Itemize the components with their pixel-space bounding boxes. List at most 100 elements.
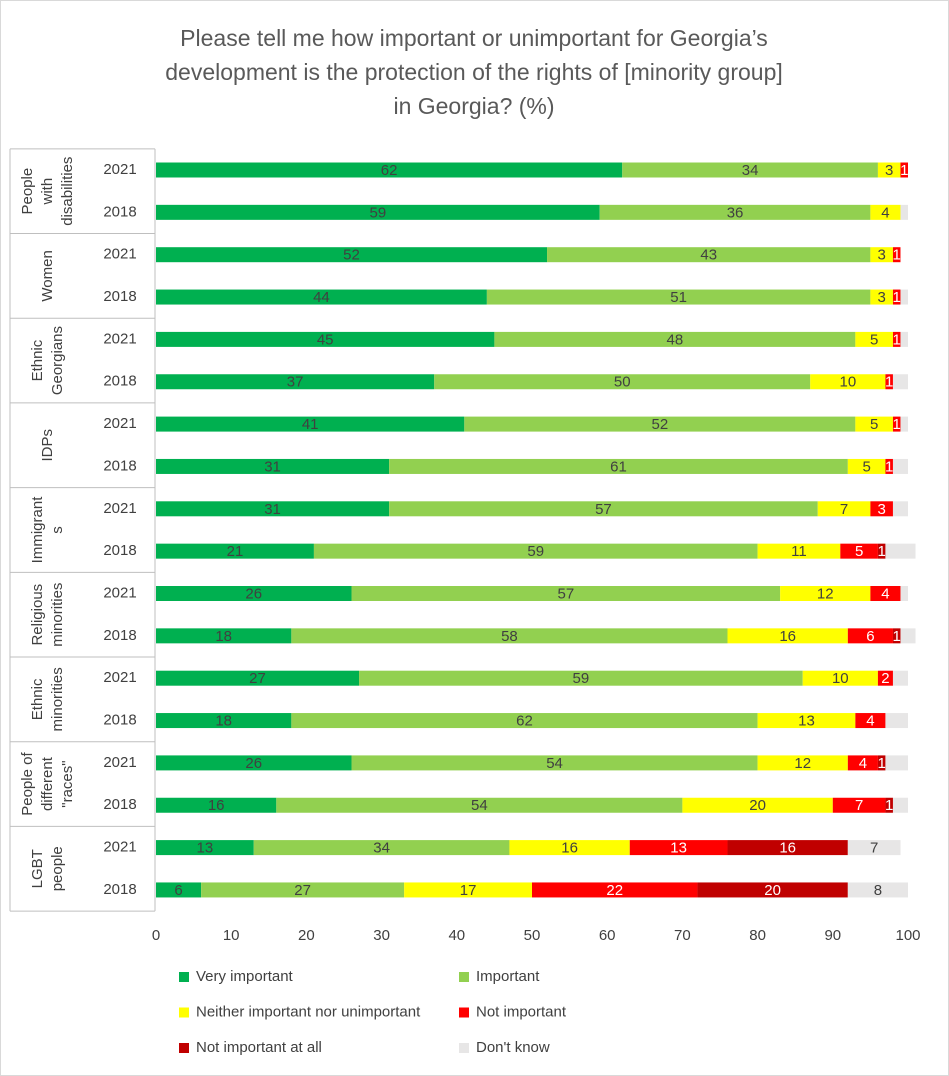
data-label: 5: [870, 416, 878, 433]
bar-segment: [892, 670, 908, 686]
bar-segment: [892, 628, 901, 644]
bar-segment: [780, 586, 871, 601]
bar-segment: [156, 458, 390, 474]
data-label: 31: [264, 458, 281, 475]
bar-segment: [847, 755, 878, 771]
bar-segment: [855, 416, 893, 432]
bar-segment: [885, 458, 893, 474]
y-tick-label: 2018: [103, 288, 136, 305]
data-label: 2: [881, 670, 889, 687]
bar-segment: [156, 840, 254, 856]
data-label: 1: [885, 797, 893, 814]
bar-segment: [201, 882, 405, 898]
data-label: 57: [557, 585, 574, 602]
data-label: 6: [866, 628, 874, 645]
data-label: 13: [798, 713, 815, 730]
bar-segment: [156, 289, 487, 305]
group-label: Women: [39, 250, 56, 301]
bar-segment: [900, 416, 908, 432]
bar-segment: [156, 586, 352, 601]
data-label: 45: [317, 331, 334, 348]
data-label: 50: [614, 374, 631, 391]
data-label: 5: [870, 331, 878, 348]
data-label: 13: [197, 840, 214, 857]
group-label: disabilities: [59, 157, 76, 226]
data-label: 3: [878, 247, 886, 264]
legend-swatch: [179, 1043, 189, 1053]
bar-segment: [847, 628, 893, 644]
y-tick-label: 2021: [103, 500, 136, 517]
bar-segment: [253, 840, 510, 856]
bar-segment: [629, 840, 728, 856]
data-label: 62: [516, 713, 533, 730]
legend-swatch: [179, 1007, 189, 1018]
data-label: 27: [249, 670, 266, 687]
bar-segment: [885, 543, 916, 559]
bar-segment: [900, 586, 908, 601]
data-label: 1: [885, 374, 893, 391]
bar-segment: [870, 204, 901, 220]
bar-segment: [313, 543, 758, 559]
bar-segment: [840, 543, 878, 559]
data-label: 5: [855, 543, 863, 560]
data-label: 34: [742, 162, 759, 179]
data-label: 17: [460, 882, 477, 899]
bar-segment: [359, 670, 803, 686]
data-label: 20: [764, 882, 781, 899]
bar-segment: [291, 713, 758, 729]
x-tick-label: 60: [599, 927, 616, 944]
data-label: 36: [727, 204, 744, 221]
bar-segment: [156, 713, 292, 729]
data-label: 59: [527, 543, 544, 560]
data-label: 1: [878, 755, 886, 772]
group-label: minorities: [49, 667, 66, 731]
data-label: 13: [670, 840, 687, 857]
bar-segment: [900, 289, 908, 305]
x-tick-label: 40: [448, 927, 465, 944]
bar-segment: [156, 670, 360, 686]
data-label: 1: [893, 416, 901, 433]
legend-label: Very important: [196, 968, 294, 985]
bar-segment: [870, 247, 893, 263]
y-tick-label: 2018: [103, 203, 136, 220]
data-label: 10: [839, 374, 856, 391]
data-label: 4: [881, 204, 889, 221]
bar-segment: [757, 713, 856, 729]
data-label: 21: [227, 543, 244, 560]
data-label: 1: [885, 458, 893, 475]
bar-segment: [877, 162, 901, 178]
x-tick-label: 80: [749, 927, 766, 944]
x-tick-label: 0: [152, 927, 160, 944]
y-tick-label: 2018: [103, 712, 136, 729]
bar-segment: [877, 755, 886, 771]
bar-segment: [156, 416, 465, 432]
bar-segment: [870, 586, 901, 601]
data-label: 16: [208, 797, 225, 814]
legend-swatch: [459, 1043, 469, 1053]
group-label: s: [49, 526, 66, 534]
data-label: 1: [893, 628, 901, 645]
chart-title: Please tell me how important or unimport…: [180, 25, 768, 51]
bar-segment: [697, 882, 848, 898]
bar-segment: [509, 840, 630, 856]
data-label: 7: [870, 840, 878, 857]
data-label: 4: [859, 755, 867, 772]
x-tick-label: 100: [895, 927, 920, 944]
bar-segment: [757, 755, 848, 771]
data-label: 48: [667, 331, 684, 348]
data-label: 16: [779, 840, 796, 857]
y-tick-label: 2018: [103, 373, 136, 390]
data-label: 31: [264, 501, 281, 518]
group-label: Ethnic: [29, 678, 46, 720]
legend-label: Don't know: [476, 1039, 550, 1056]
data-label: 51: [670, 289, 687, 306]
data-label: 59: [369, 204, 386, 221]
bar-segment: [847, 458, 886, 474]
bar-segment: [156, 882, 202, 898]
data-label: 54: [546, 755, 563, 772]
y-tick-label: 2021: [103, 330, 136, 347]
bar-segment: [389, 501, 818, 517]
chart-title: development is the protection of the rig…: [165, 59, 783, 85]
bar-segment: [464, 416, 856, 432]
